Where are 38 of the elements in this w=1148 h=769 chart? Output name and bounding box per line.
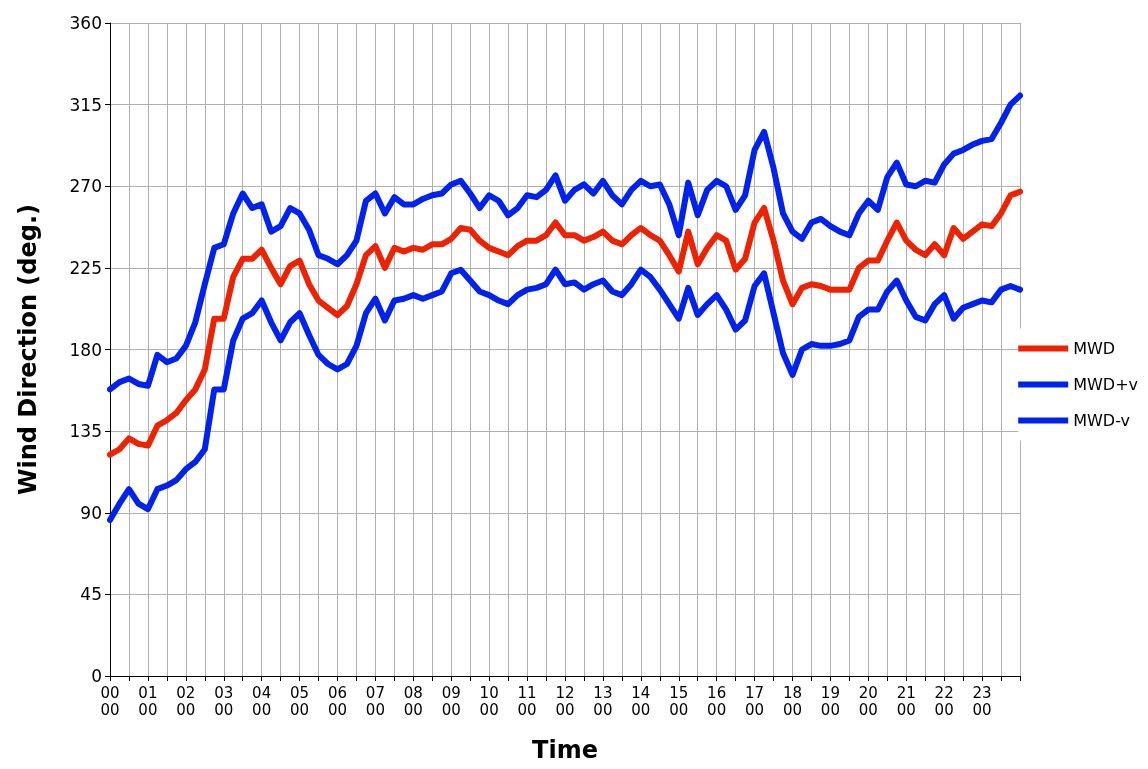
x-tick-label: 02 00 [176, 683, 196, 719]
y-tick-label: 180 [69, 339, 102, 360]
legend-label: MWD-v [1073, 411, 1130, 430]
x-tick-label: 14 00 [631, 683, 651, 719]
legend-label: MWD [1073, 339, 1116, 358]
x-tick-label: 05 00 [290, 683, 310, 719]
x-tick-label: 08 00 [403, 683, 423, 719]
x-tick-label: 18 00 [782, 683, 803, 719]
x-tick-label: 09 00 [441, 683, 461, 719]
x-tick-label: 11 00 [517, 683, 537, 719]
x-tick-label: 10 00 [479, 683, 499, 719]
x-tick-label: 00 00 [100, 683, 120, 719]
y-tick-label: 45 [80, 584, 102, 605]
x-tick-label: 13 00 [593, 683, 613, 719]
x-tick-label: 07 00 [365, 683, 385, 719]
x-tick-label: 03 00 [214, 683, 234, 719]
y-tick-label: 90 [80, 502, 102, 523]
x-tick-label: 12 00 [555, 683, 575, 719]
x-tick-label: 01 00 [138, 683, 158, 719]
y-tick-label: 135 [69, 421, 102, 442]
x-tick-label: 04 00 [252, 683, 272, 719]
y-tick-label: 360 [69, 13, 102, 33]
x-tick-label: 16 00 [707, 683, 727, 719]
x-tick-label: 19 00 [820, 683, 840, 719]
y-tick-label: 270 [69, 176, 102, 197]
x-tick-label: 22 00 [934, 683, 954, 719]
y-tick-label: 315 [69, 94, 102, 115]
x-tick-label: 20 00 [858, 683, 878, 719]
x-axis-title: Time [532, 736, 598, 764]
y-axis-title: Wind Direction (deg.) [14, 203, 42, 496]
y-tick-label: 0 [91, 666, 102, 686]
y-tick-label: 225 [69, 257, 102, 278]
legend-label: MWD+v [1073, 375, 1139, 394]
x-tick-label: 23 00 [972, 683, 992, 719]
x-tick-label: 21 00 [896, 683, 916, 719]
x-tick-label: 17 00 [745, 683, 765, 719]
x-tick-label: 06 00 [327, 683, 348, 719]
x-tick-label: 15 00 [669, 683, 689, 719]
